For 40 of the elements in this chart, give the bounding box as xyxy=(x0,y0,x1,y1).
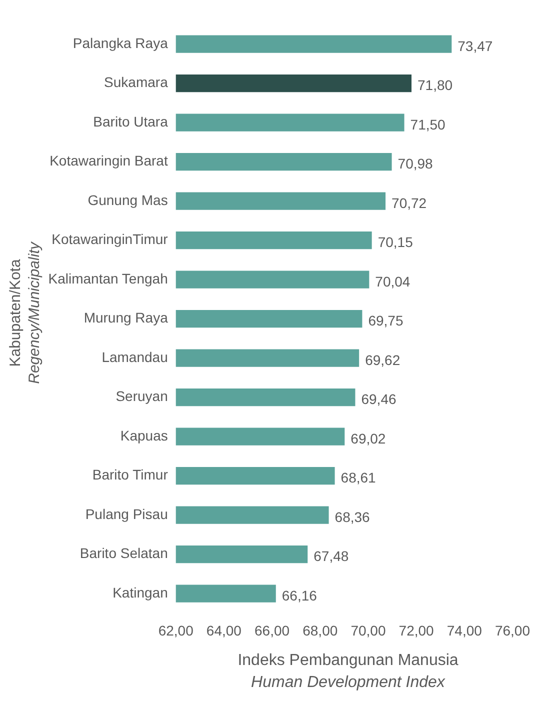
data-label: 73,47 xyxy=(458,38,493,54)
x-axis-title: Indeks Pembangunan Manusia Human Development Index xyxy=(236,651,460,693)
data-label: 69,02 xyxy=(350,430,386,446)
x-tick-label: 70,00 xyxy=(350,622,386,638)
data-label: 71,50 xyxy=(410,116,446,132)
y-tick-label: Sukamara xyxy=(104,74,168,90)
data-label: 70,98 xyxy=(398,156,434,172)
y-tick-label: Barito Timur xyxy=(92,466,168,483)
x-tick-label: 62,00 xyxy=(158,622,194,638)
y-tick-label: Seruyan xyxy=(116,388,168,404)
y-tick-label: Katingan xyxy=(112,584,168,600)
data-label: 69,62 xyxy=(365,352,400,368)
data-label: 68,36 xyxy=(334,508,370,525)
data-label: 70,15 xyxy=(378,234,414,250)
x-tick-label: 68,00 xyxy=(302,622,338,638)
y-tick-label: Lamandau xyxy=(102,348,168,365)
y-tick-label: Barito Utara xyxy=(93,113,168,130)
y-tick-label: Palangka Raya xyxy=(72,34,168,51)
x-tick-label: 64,00 xyxy=(206,622,242,638)
data-label: 69,75 xyxy=(368,312,404,329)
y-tick-label: Pulang Pisau xyxy=(85,506,168,522)
y-tick-label: Kapuas xyxy=(120,427,168,444)
y-tick-label: KotawaringinTimur xyxy=(52,231,168,248)
data-label: 66,16 xyxy=(282,587,318,604)
y-tick-label: Kalimantan Tengah xyxy=(48,270,168,286)
y-tick-label: Kotawaringin Barat xyxy=(50,152,168,169)
data-label: 71,80 xyxy=(417,77,453,94)
x-tick-label: 74,00 xyxy=(446,622,482,638)
data-label: 69,46 xyxy=(361,391,396,408)
x-tick-label: 66,00 xyxy=(254,622,290,638)
y-tick-label: Murung Raya xyxy=(84,310,168,326)
data-label: 70,72 xyxy=(392,194,427,211)
data-label: 70,04 xyxy=(375,273,410,290)
x-tick-label: 76,00 xyxy=(494,622,530,638)
x-tick-label: 72,00 xyxy=(398,622,434,638)
y-axis-title: Kabupaten/Kota Regency/Municipality xyxy=(6,240,44,386)
y-tick-label: Barito Selatan xyxy=(80,545,168,562)
data-label: 68,61 xyxy=(340,470,376,486)
y-tick-label: Gunung Mas xyxy=(88,192,168,208)
data-label: 67,48 xyxy=(314,548,349,564)
